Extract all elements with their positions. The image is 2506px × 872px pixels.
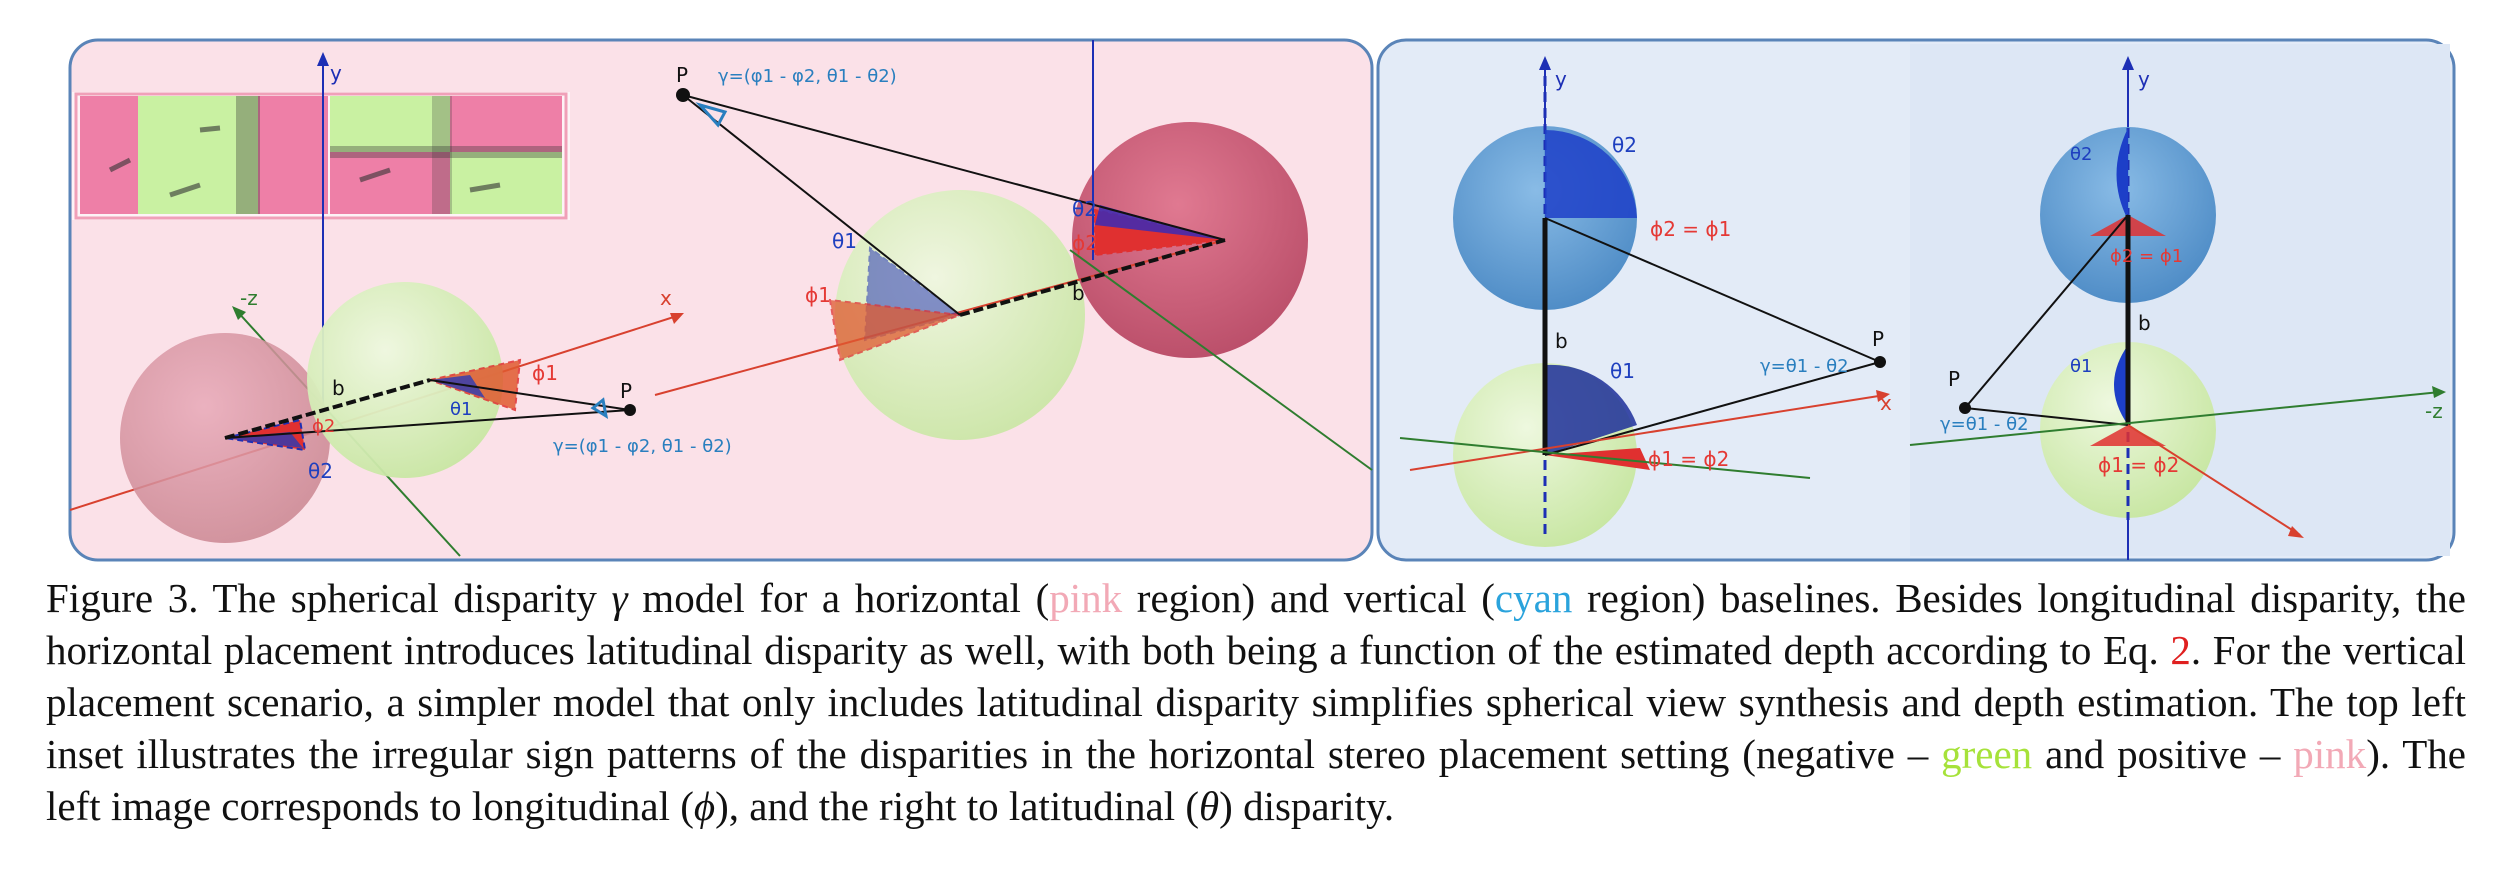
label-P-small: P xyxy=(620,379,632,403)
label-b-small: b xyxy=(332,376,345,400)
label-theta2-b: θ2 xyxy=(2070,144,2092,165)
caption-theta: θ xyxy=(1199,783,1220,829)
label-gamma-b: γ=θ1 - θ2 xyxy=(1940,414,2029,435)
label-b-a: b xyxy=(1555,329,1568,353)
caption-pink: pink xyxy=(1049,575,1123,621)
label-neg-z-b: -z xyxy=(2425,399,2443,423)
figure-illustration: y -z x b ϕ1 ϕ2 θ1 θ2 P γ=(φ1 - φ2, θ1 - … xyxy=(68,38,2456,562)
caption-text-3: region) and vertical ( xyxy=(1122,575,1495,621)
horizontal-baseline-panel: y -z x b ϕ1 ϕ2 θ1 θ2 P γ=(φ1 - φ2, θ1 - … xyxy=(68,38,1374,562)
label-phi-eq-c: ϕ2 = ϕ1 xyxy=(2110,246,2183,267)
caption-text-9: ) disparity. xyxy=(1219,783,1395,829)
caption-text-2: model for a horizontal ( xyxy=(627,575,1050,621)
label-P-a: P xyxy=(1872,327,1884,351)
label-gamma-a: γ=θ1 - θ2 xyxy=(1760,356,1849,377)
label-theta1-b: θ1 xyxy=(2070,356,2092,377)
caption-text-6: and positive – xyxy=(2032,731,2294,777)
caption-pink-2: pink xyxy=(2293,731,2367,777)
label-phi1-big: ϕ1 xyxy=(805,283,831,307)
caption-text-4: region) baselines. Besides longitudinal … xyxy=(46,575,2466,673)
label-P-b: P xyxy=(1948,367,1960,391)
label-phi-eq-a: ϕ2 = ϕ1 xyxy=(1650,217,1731,241)
caption-phi: ϕ xyxy=(693,783,716,829)
figure-caption: Figure 3. The spherical disparity γ mode… xyxy=(46,572,2466,832)
caption-green: green xyxy=(1941,731,2033,777)
label-theta2-a: θ2 xyxy=(1612,133,1637,157)
label-b-b: b xyxy=(2138,311,2151,335)
label-phi2-small: ϕ2 xyxy=(312,416,335,437)
caption-text-8: ), and the right to latitudinal ( xyxy=(715,783,1200,829)
label-y-b: y xyxy=(2138,67,2150,91)
label-theta2-small: θ2 xyxy=(308,459,333,483)
label-y-a: y xyxy=(1555,67,1567,91)
label-P-big: P xyxy=(676,63,688,87)
label-gamma-small: γ=(φ1 - φ2, θ1 - θ2) xyxy=(553,436,732,457)
label-theta1-a: θ1 xyxy=(1610,359,1635,383)
label-theta1-small: θ1 xyxy=(450,399,472,420)
caption-text-5: . For the vertical placement scenario, a… xyxy=(46,627,2466,777)
label-phi1-small: ϕ1 xyxy=(532,361,558,385)
caption-text-7: ). The left image corresponds to longitu… xyxy=(46,731,2466,829)
label-y: y xyxy=(330,61,342,85)
label-x: x xyxy=(660,286,672,310)
disparity-sign-inset xyxy=(72,92,570,220)
label-phi-eq-b: ϕ1 = ϕ2 xyxy=(1648,447,1729,471)
label-phi2-big: ϕ2 xyxy=(1072,231,1098,255)
vertical-baseline-panel: y θ2 ϕ2 = ϕ1 b θ1 P γ=θ1 - θ2 x ϕ1 = ϕ2 … xyxy=(1376,38,2456,562)
caption-gamma: γ xyxy=(611,575,628,621)
caption-eq-link[interactable]: 2 xyxy=(2170,627,2191,673)
caption-text-1: Figure 3. The spherical disparity xyxy=(46,575,612,621)
label-gamma-big: γ=(φ1 - φ2, θ1 - θ2) xyxy=(718,66,897,87)
caption-cyan: cyan xyxy=(1494,575,1573,621)
label-phi-eq-d: ϕ1 = ϕ2 xyxy=(2098,453,2179,477)
label-theta1-big: θ1 xyxy=(832,229,857,253)
label-x-a: x xyxy=(1880,391,1892,415)
label-neg-z: -z xyxy=(240,286,258,310)
label-b-big: b xyxy=(1072,281,1085,305)
label-theta2-big: θ2 xyxy=(1072,197,1097,221)
